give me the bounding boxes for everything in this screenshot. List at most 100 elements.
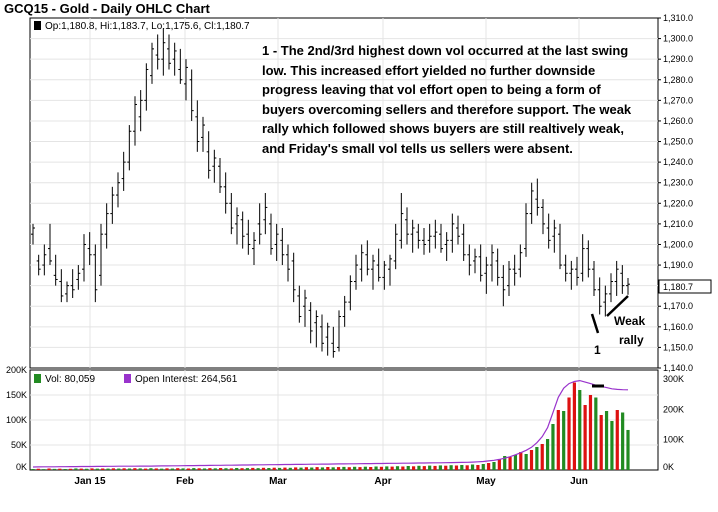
volume-bar: [379, 466, 384, 470]
ohlc-bar: [263, 193, 268, 235]
ohlc-bar: [518, 244, 523, 278]
volume-bar: [95, 468, 99, 470]
ohlc-bar: [399, 193, 404, 249]
ohlc-bar: [93, 244, 98, 303]
volume-bar: [36, 468, 40, 470]
volume-bar: [52, 468, 57, 470]
ohlc-bar: [53, 254, 58, 286]
volume-tick-label: 0K: [16, 462, 27, 472]
volume-bar: [406, 466, 410, 470]
volume-bar: [127, 468, 132, 470]
ohlc-bar: [303, 289, 307, 327]
price-tick-label: 1,150.0: [663, 342, 693, 352]
price-tick-label: 1,190.0: [663, 260, 693, 270]
volume-bar: [224, 468, 228, 470]
volume-bar: [540, 444, 544, 470]
ohlc-bar: [70, 269, 75, 298]
ohlc-bar: [240, 211, 245, 249]
volume-bar: [513, 455, 518, 470]
ohlc-bar: [280, 228, 285, 266]
price-tick-label: 1,270.0: [663, 95, 693, 105]
price-tick-label: 1,250.0: [663, 137, 693, 147]
volume-bar: [497, 459, 501, 470]
ohlc-bar: [546, 213, 551, 249]
ohlc-bar: [376, 248, 381, 282]
price-tick-label: 1,310.0: [663, 13, 693, 23]
ohlc-bar: [563, 254, 568, 282]
volume-bar: [465, 465, 469, 470]
ohlc-bar: [501, 265, 506, 307]
weak-rally-marker: [606, 295, 629, 317]
volume-bar: [176, 468, 180, 470]
ohlc-bar: [314, 310, 319, 348]
x-tick-label: Apr: [374, 476, 391, 487]
volume-legend-swatch: [34, 374, 41, 383]
volume-bar: [117, 468, 121, 470]
ohlc-bar: [116, 172, 120, 208]
volume-bar: [47, 468, 51, 470]
ohlc-bar: [575, 256, 579, 286]
volume-bar: [492, 462, 496, 470]
volume-legend: Vol: 80,059: [45, 374, 95, 385]
price-tick-label: 1,220.0: [663, 198, 693, 208]
volume-bar: [374, 466, 378, 470]
ohlc-bar: [297, 285, 302, 323]
volume-bar: [615, 410, 619, 470]
ohlc-bar: [189, 69, 194, 121]
ohlc-bar: [257, 203, 262, 245]
volume-bar: [122, 468, 126, 470]
ohlc-bar: [99, 223, 103, 286]
ohlc-bar: [235, 207, 239, 245]
ohlc-bar: [388, 254, 392, 286]
ohlc-bar: [580, 234, 585, 282]
ohlc-bar: [535, 178, 540, 216]
x-tick-label: May: [476, 476, 496, 487]
ohlc-bar: [252, 232, 256, 266]
ohlc-bar: [308, 302, 313, 344]
ohlc-bar: [87, 232, 92, 266]
ohlc-bar: [82, 234, 86, 282]
ohlc-bar: [597, 277, 602, 315]
volume-bar: [331, 467, 335, 470]
ohlc-bar: [246, 219, 251, 255]
volume-bar: [411, 466, 416, 470]
price-tick-label: 1,300.0: [663, 34, 693, 44]
volume-bar: [106, 468, 110, 470]
volume-bar: [213, 468, 217, 470]
volume-bar: [578, 390, 582, 470]
volume-bar: [583, 405, 587, 470]
ohlc-bar: [337, 310, 341, 352]
ohlc-bar: [138, 90, 143, 132]
volume-tick-label: 50K: [11, 440, 27, 450]
ohlc-bar: [405, 207, 409, 245]
volume-bar: [111, 468, 116, 470]
volume-bar: [283, 467, 287, 470]
ohlc-bar: [269, 213, 273, 255]
price-tick-label: 1,160.0: [663, 322, 693, 332]
volume-bar: [454, 465, 459, 470]
volume-bar: [433, 465, 437, 470]
volume-bar: [390, 466, 394, 470]
ohlc-bar: [104, 203, 109, 249]
volume-bar: [481, 464, 485, 470]
volume-bar: [261, 467, 266, 470]
ohlc-bar: [478, 244, 483, 282]
ohlc-bar: [42, 244, 47, 276]
ohlc-bar: [178, 48, 183, 84]
volume-bar: [519, 452, 523, 470]
volume-bar: [219, 468, 223, 470]
ohlc-bar: [473, 248, 477, 274]
price-tick-label: 1,280.0: [663, 75, 693, 85]
ohlc-bar: [286, 244, 290, 282]
oi-legend: Open Interest: 264,561: [135, 374, 238, 385]
ohlc-bar: [206, 131, 211, 179]
swing-low-marker: [590, 313, 600, 334]
volume-bar: [444, 465, 448, 470]
volume-bar: [599, 415, 603, 470]
weak-label: Weak: [614, 314, 646, 328]
volume-bar: [68, 468, 73, 470]
swing-point-label: 1: [594, 343, 601, 357]
volume-bar: [170, 468, 174, 470]
volume-bar: [336, 467, 341, 470]
volume-bar: [58, 468, 62, 470]
